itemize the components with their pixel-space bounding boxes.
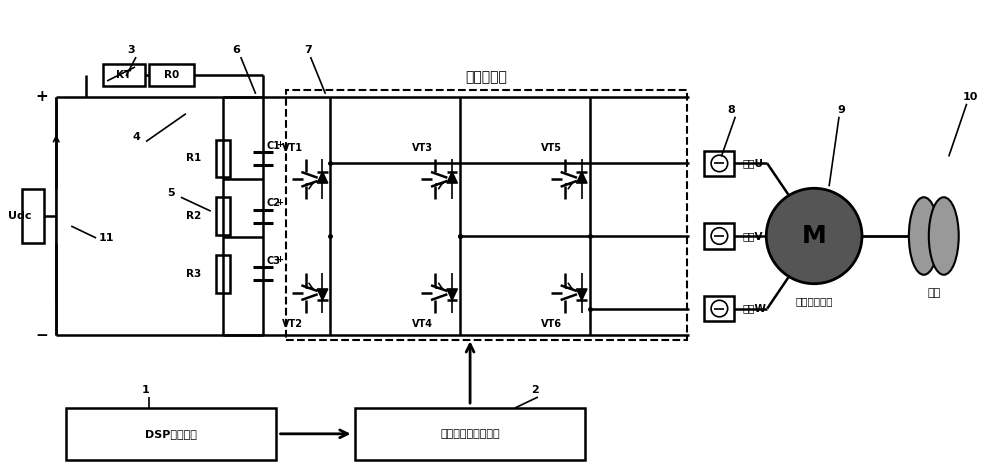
Polygon shape	[317, 172, 328, 183]
Text: 7: 7	[305, 45, 312, 55]
Text: R0: R0	[164, 70, 179, 80]
Text: C1: C1	[267, 140, 281, 151]
Text: +: +	[276, 198, 283, 207]
Text: 5: 5	[167, 188, 175, 198]
Text: 3: 3	[127, 45, 135, 55]
Bar	[286, 90, 687, 341]
Text: DSP控制单元: DSP控制单元	[145, 429, 197, 439]
Bar	[149, 64, 194, 86]
Bar	[216, 255, 230, 292]
Text: 6: 6	[232, 45, 240, 55]
Text: 霌尔W: 霌尔W	[742, 304, 766, 314]
Text: +: +	[35, 89, 48, 104]
Text: R3: R3	[186, 269, 201, 279]
Text: 霌尔U: 霌尔U	[742, 158, 763, 169]
Text: 飞轮: 飞轮	[927, 288, 940, 298]
Bar	[704, 296, 734, 322]
Bar	[355, 408, 585, 460]
Text: Udc: Udc	[8, 211, 31, 221]
Bar	[22, 189, 44, 244]
Text: 1: 1	[142, 385, 150, 395]
Bar	[704, 151, 734, 176]
Polygon shape	[447, 289, 457, 300]
Text: R1: R1	[186, 154, 201, 163]
Text: 10: 10	[963, 92, 978, 102]
Text: 11: 11	[98, 233, 114, 243]
Bar	[216, 197, 230, 235]
Polygon shape	[576, 289, 587, 300]
Bar	[704, 223, 734, 249]
Text: 8: 8	[727, 105, 735, 115]
Bar	[216, 139, 230, 178]
Text: 霌尔V: 霌尔V	[742, 231, 763, 241]
Text: VT1: VT1	[282, 143, 303, 153]
Text: VT2: VT2	[282, 319, 303, 330]
Text: −: −	[35, 328, 48, 343]
Text: VT6: VT6	[541, 319, 562, 330]
Bar	[103, 64, 145, 86]
Text: C2: C2	[267, 198, 281, 208]
Bar	[66, 408, 276, 460]
Text: +: +	[276, 255, 283, 264]
Text: 双向变换器: 双向变换器	[466, 70, 507, 84]
Polygon shape	[317, 289, 328, 300]
Text: C3: C3	[267, 256, 281, 266]
Text: VT4: VT4	[412, 319, 433, 330]
Text: 4: 4	[132, 131, 140, 142]
Text: 功率驱动及保护单元: 功率驱动及保护单元	[440, 429, 500, 439]
Circle shape	[766, 188, 862, 284]
Text: VT3: VT3	[412, 143, 433, 153]
Text: VT5: VT5	[541, 143, 562, 153]
Text: KT: KT	[116, 70, 132, 80]
Text: +: +	[276, 140, 283, 149]
Text: 9: 9	[837, 105, 845, 115]
Polygon shape	[447, 172, 457, 183]
Text: 2: 2	[531, 385, 539, 395]
Ellipse shape	[909, 197, 939, 275]
Polygon shape	[576, 172, 587, 183]
Ellipse shape	[929, 197, 959, 275]
Text: R2: R2	[186, 211, 201, 221]
Text: 永磁同步电机: 永磁同步电机	[795, 297, 833, 307]
Text: M: M	[802, 224, 827, 248]
